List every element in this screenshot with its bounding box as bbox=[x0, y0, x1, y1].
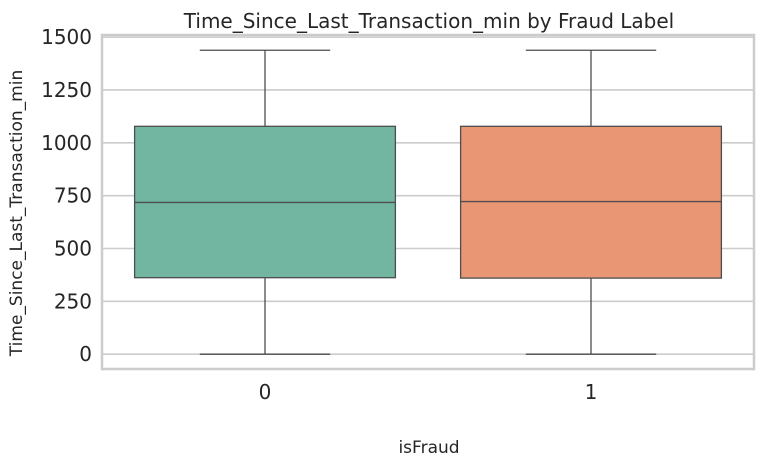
plot-frame bbox=[100, 33, 756, 371]
x-tick-label: 1 bbox=[585, 380, 598, 404]
box-group-0 bbox=[133, 49, 397, 355]
y-tick-label: 1500 bbox=[41, 25, 92, 49]
y-tick-label: 1250 bbox=[41, 78, 92, 102]
y-tick-label: 1000 bbox=[41, 131, 92, 155]
y-tick-label: 250 bbox=[54, 289, 92, 313]
box-group-1 bbox=[459, 49, 723, 355]
y-tick-label: 0 bbox=[79, 342, 92, 366]
y-tick-label: 750 bbox=[54, 184, 92, 208]
y-tick-label: 500 bbox=[54, 237, 92, 261]
x-axis-label: isFraud bbox=[398, 438, 459, 458]
y-axis-label: Time_Since_Last_Transaction_min bbox=[7, 70, 27, 357]
y-tick-labels: 0 250 500 750 1000 1250 1500 bbox=[41, 25, 92, 366]
box-series bbox=[133, 49, 723, 355]
x-tick-label: 0 bbox=[259, 380, 272, 404]
chart-title: Time_Since_Last_Transaction_min by Fraud… bbox=[183, 9, 674, 33]
